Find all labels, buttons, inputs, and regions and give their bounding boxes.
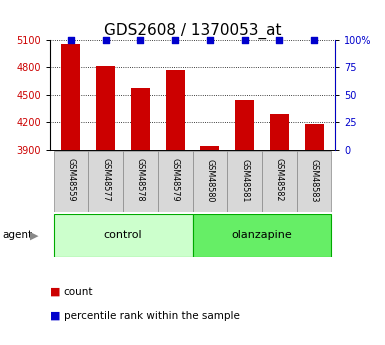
Bar	[200, 146, 219, 345]
Text: GSM48581: GSM48581	[240, 159, 249, 202]
Text: percentile rank within the sample: percentile rank within the sample	[64, 311, 239, 321]
Text: GSM48580: GSM48580	[205, 159, 214, 202]
Text: ▶: ▶	[30, 230, 38, 240]
Text: olanzapine: olanzapine	[232, 230, 292, 240]
Bar	[235, 100, 254, 345]
FancyBboxPatch shape	[227, 151, 262, 212]
Text: ■: ■	[50, 311, 60, 321]
Text: GSM48582: GSM48582	[275, 158, 284, 202]
Point	[172, 37, 178, 42]
FancyBboxPatch shape	[88, 151, 123, 212]
Bar	[96, 66, 115, 345]
Point	[311, 37, 317, 42]
Bar	[270, 114, 289, 345]
Text: GDS2608 / 1370053_at: GDS2608 / 1370053_at	[104, 22, 281, 39]
Bar	[61, 44, 80, 345]
FancyBboxPatch shape	[123, 151, 158, 212]
Point	[137, 37, 144, 42]
Point	[68, 37, 74, 42]
Bar	[131, 88, 150, 345]
FancyBboxPatch shape	[54, 214, 192, 257]
Text: ■: ■	[50, 287, 60, 296]
Point	[276, 37, 283, 42]
Point	[102, 37, 109, 42]
Text: GSM48583: GSM48583	[310, 159, 319, 202]
Text: GSM48559: GSM48559	[66, 158, 75, 202]
Point	[241, 37, 248, 42]
Bar	[166, 70, 185, 345]
FancyBboxPatch shape	[192, 151, 227, 212]
FancyBboxPatch shape	[297, 151, 331, 212]
Text: agent: agent	[2, 230, 32, 240]
FancyBboxPatch shape	[158, 151, 192, 212]
Bar	[305, 124, 324, 345]
FancyBboxPatch shape	[192, 214, 331, 257]
Text: GSM48579: GSM48579	[171, 158, 180, 202]
FancyBboxPatch shape	[54, 151, 88, 212]
FancyBboxPatch shape	[262, 151, 297, 212]
Text: control: control	[104, 230, 142, 240]
Text: count: count	[64, 287, 93, 296]
Point	[207, 37, 213, 42]
Text: GSM48577: GSM48577	[101, 158, 110, 202]
Text: GSM48578: GSM48578	[136, 158, 145, 202]
